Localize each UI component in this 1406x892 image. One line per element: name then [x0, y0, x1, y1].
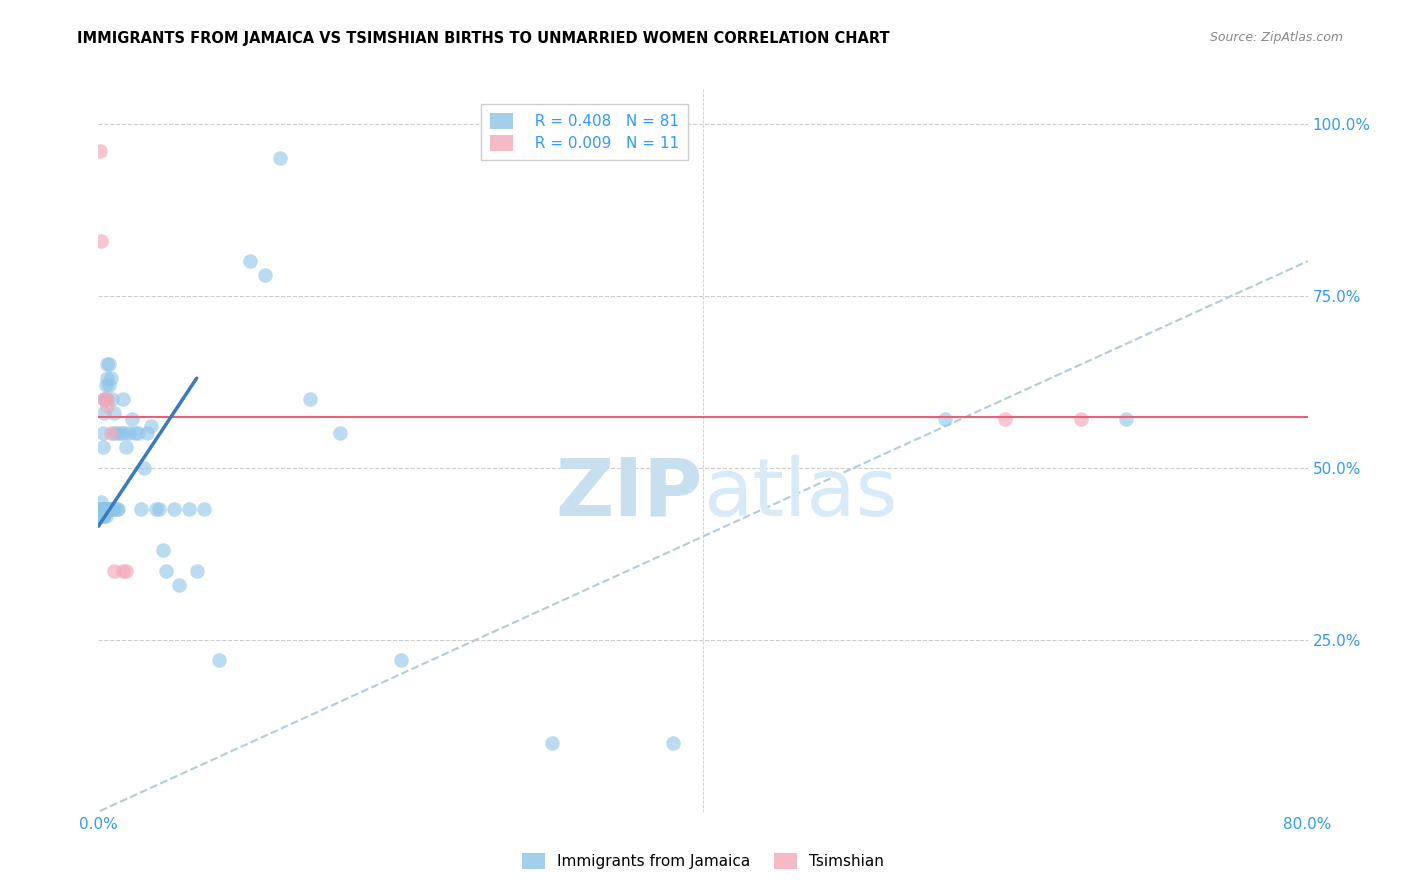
Point: [96, 371, 118, 385]
Point: [103, 426, 125, 441]
Point: [114, 440, 136, 454]
Point: [98, 502, 121, 516]
Point: [100, 502, 122, 516]
Point: [253, 268, 276, 282]
Point: [91, 502, 114, 516]
Point: [661, 736, 683, 750]
Point: [129, 502, 152, 516]
Point: [98, 502, 121, 516]
Point: [96, 399, 118, 413]
Point: [101, 502, 124, 516]
Text: IMMIGRANTS FROM JAMAICA VS TSIMSHIAN BIRTHS TO UNMARRIED WOMEN CORRELATION CHART: IMMIGRANTS FROM JAMAICA VS TSIMSHIAN BIR…: [77, 31, 890, 46]
Point: [167, 577, 190, 591]
Point: [100, 371, 122, 385]
Point: [98, 358, 121, 372]
Point: [155, 564, 177, 578]
Point: [100, 426, 122, 441]
Point: [111, 392, 134, 406]
Point: [101, 392, 124, 406]
Point: [163, 502, 186, 516]
Point: [93, 508, 115, 523]
Point: [299, 392, 322, 406]
Legend:   R = 0.408   N = 81,   R = 0.009   N = 11: R = 0.408 N = 81, R = 0.009 N = 11: [481, 104, 689, 161]
Point: [94, 508, 117, 523]
Point: [107, 502, 129, 516]
Point: [127, 426, 149, 441]
Point: [90, 508, 112, 523]
Point: [94, 378, 117, 392]
Text: ZIP: ZIP: [555, 455, 703, 533]
Point: [105, 502, 128, 516]
Point: [103, 564, 125, 578]
Point: [93, 502, 115, 516]
Point: [389, 653, 412, 667]
Point: [90, 234, 112, 248]
Point: [93, 392, 115, 406]
Point: [141, 419, 163, 434]
Point: [269, 151, 291, 165]
Point: [994, 412, 1017, 426]
Point: [103, 502, 125, 516]
Point: [208, 653, 231, 667]
Point: [112, 426, 135, 441]
Point: [94, 392, 117, 406]
Point: [89, 508, 111, 523]
Point: [179, 502, 201, 516]
Point: [89, 502, 111, 516]
Point: [118, 426, 141, 441]
Point: [121, 412, 143, 426]
Point: [91, 508, 114, 523]
Text: atlas: atlas: [703, 455, 897, 533]
Point: [103, 406, 125, 420]
Point: [89, 144, 111, 158]
Point: [90, 502, 112, 516]
Point: [94, 502, 117, 516]
Point: [96, 392, 118, 406]
Point: [96, 502, 118, 516]
Point: [186, 564, 208, 578]
Text: Source: ZipAtlas.com: Source: ZipAtlas.com: [1209, 31, 1343, 45]
Point: [934, 412, 956, 426]
Point: [124, 426, 146, 441]
Point: [111, 564, 134, 578]
Point: [90, 508, 112, 523]
Point: [91, 426, 114, 441]
Point: [93, 392, 115, 406]
Point: [1070, 412, 1092, 426]
Point: [93, 502, 115, 516]
Point: [540, 736, 562, 750]
Point: [101, 502, 124, 516]
Legend: Immigrants from Jamaica, Tsimshian: Immigrants from Jamaica, Tsimshian: [516, 847, 890, 875]
Point: [90, 508, 112, 523]
Point: [110, 426, 132, 441]
Point: [114, 564, 136, 578]
Point: [91, 508, 114, 523]
Point: [98, 378, 121, 392]
Point: [96, 502, 118, 516]
Point: [105, 426, 128, 441]
Point: [148, 502, 170, 516]
Point: [132, 460, 155, 475]
Point: [329, 426, 352, 441]
Point: [94, 502, 117, 516]
Point: [135, 426, 157, 441]
Point: [90, 495, 112, 509]
Point: [89, 502, 111, 516]
Point: [90, 502, 112, 516]
Point: [152, 543, 174, 558]
Point: [91, 440, 114, 454]
Point: [1115, 412, 1137, 426]
Point: [96, 358, 118, 372]
Point: [93, 406, 115, 420]
Point: [100, 502, 122, 516]
Point: [239, 254, 262, 268]
Point: [91, 502, 114, 516]
Point: [193, 502, 215, 516]
Point: [145, 502, 167, 516]
